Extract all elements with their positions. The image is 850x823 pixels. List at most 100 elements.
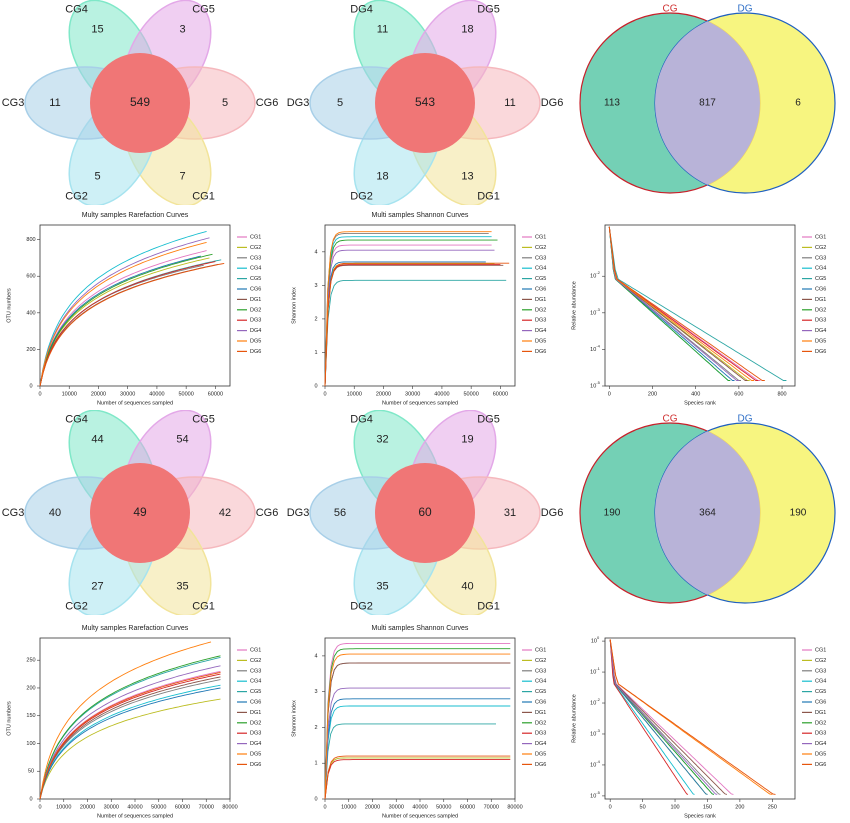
series-line — [324, 264, 501, 387]
x-tick-label: 0 — [609, 804, 612, 810]
legend-label: DG1 — [815, 710, 826, 716]
x-axis-label: Number of sequences sampled — [97, 400, 173, 406]
legend-label: DG1 — [815, 297, 826, 303]
petal-label: DG3 — [287, 507, 310, 519]
x-tick-label: 30000 — [405, 391, 420, 397]
x-tick-label: 40000 — [127, 804, 142, 810]
y-axis-label: Shannon index — [291, 700, 297, 737]
petal-value: 40 — [461, 581, 473, 593]
legend-label: DG2 — [250, 307, 261, 313]
y-axis-label: OTU numbers — [6, 701, 12, 736]
y-tick-label: 10-5 — [590, 380, 600, 389]
core-value: 549 — [130, 95, 150, 109]
legend-label: DG4 — [250, 328, 261, 334]
series-line — [324, 662, 511, 800]
venn-pair-1: CG DG 113 817 6 — [579, 4, 836, 194]
petal-label: CG2 — [65, 600, 88, 612]
legend-label: DG3 — [250, 318, 261, 324]
venn-core — [375, 53, 475, 153]
series-line — [324, 261, 486, 387]
venn-right-name: DG — [738, 414, 753, 425]
x-tick-label: 10000 — [56, 804, 71, 810]
rank-abundance-chart-1: Species rank Relative abundance 0 200 400 600… — [571, 224, 826, 406]
petal-value: 15 — [91, 23, 103, 35]
x-tick-label: 0 — [323, 391, 326, 397]
petal-label: DG1 — [477, 190, 500, 202]
x-tick-label: 50000 — [464, 391, 479, 397]
petal-value: 5 — [337, 97, 343, 109]
legend-label: DG2 — [535, 720, 546, 726]
legend-label: DG4 — [815, 328, 826, 334]
series-line — [608, 226, 731, 381]
core-value: 49 — [133, 505, 147, 519]
plot-frame — [604, 224, 796, 387]
plot-frame — [39, 224, 231, 387]
venn-left-name: CG — [663, 414, 678, 425]
petal-label: CG3 — [2, 97, 25, 109]
petal-label: CG5 — [192, 413, 215, 425]
series-line — [324, 231, 492, 387]
legend-label: DG5 — [535, 338, 546, 344]
legend-label: CG2 — [815, 658, 826, 664]
x-axis-label: Species rank — [684, 400, 716, 406]
series-line — [39, 257, 210, 387]
petal-label: DG5 — [477, 3, 500, 15]
petal-value: 7 — [179, 171, 185, 183]
legend-label: CG2 — [535, 245, 546, 251]
y-axis-label: OTU numbers — [6, 288, 12, 323]
petal-value: 56 — [334, 507, 346, 519]
legend-label: DG6 — [250, 349, 261, 355]
venn-core — [375, 463, 475, 563]
x-tick-label: 30000 — [104, 804, 119, 810]
petal-value: 5 — [94, 171, 100, 183]
series-line — [39, 655, 221, 800]
legend-label: DG2 — [815, 307, 826, 313]
x-tick-label: 0 — [323, 804, 326, 810]
petal-value: 11 — [377, 23, 388, 35]
y-tick-label: 100 — [26, 741, 35, 747]
petal-value: 13 — [461, 171, 473, 183]
y-axis-label: Relative abundance — [571, 694, 577, 743]
series-line — [324, 263, 495, 387]
series-line — [609, 639, 689, 795]
series-line — [608, 226, 748, 381]
legend-label: CG1 — [815, 647, 826, 653]
petal-value: 35 — [376, 581, 388, 593]
y-tick-label: 2 — [314, 725, 317, 731]
x-tick-label: 60000 — [493, 391, 508, 397]
legend-label: CG4 — [815, 266, 826, 272]
series-line — [609, 639, 718, 795]
y-tick-label: 10-2 — [590, 697, 600, 706]
venn-right-only: 6 — [795, 98, 801, 109]
legend-label: DG3 — [250, 731, 261, 737]
x-tick-label: 40000 — [434, 391, 449, 397]
x-axis-label: Number of sequences sampled — [382, 813, 458, 819]
legend-label: DG5 — [815, 338, 826, 344]
y-tick-label: 3 — [314, 283, 317, 289]
series-line — [324, 642, 511, 800]
x-tick-label: 150 — [703, 804, 712, 810]
series-line — [324, 232, 489, 387]
legend-label: CG6 — [815, 699, 826, 705]
petal-value: 40 — [49, 507, 61, 519]
rarefaction-chart-2: Multy samples Rarefaction Curves Number o… — [6, 625, 261, 820]
petal-label: DG5 — [477, 413, 500, 425]
y-tick-label: 0 — [314, 796, 317, 802]
y-tick-label: 100 — [591, 635, 600, 644]
y-tick-label: 50 — [28, 769, 34, 775]
petal-value: 3 — [179, 23, 185, 35]
series-line — [39, 676, 221, 800]
series-line — [608, 226, 731, 381]
legend-label: DG6 — [535, 762, 546, 768]
legend-label: CG1 — [535, 647, 546, 653]
series-line — [324, 264, 504, 387]
venn-pair-2: CG DG 190 364 190 — [579, 414, 836, 604]
legend-label: CG6 — [535, 286, 546, 292]
y-tick-label: 0 — [29, 796, 32, 802]
petal-label: DG4 — [350, 413, 373, 425]
legend-label: CG1 — [815, 234, 826, 240]
y-tick-label: 0 — [314, 383, 317, 389]
legend-label: DG3 — [815, 731, 826, 737]
petal-label: DG6 — [541, 507, 564, 519]
